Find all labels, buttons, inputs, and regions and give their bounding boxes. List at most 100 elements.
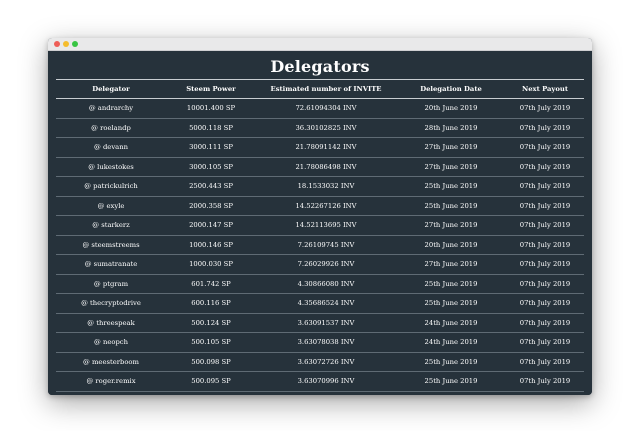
- estimated-invite-cell: 18.1533032 INV: [297, 182, 355, 191]
- delegators-table: Delegator Steem Power Estimated number o…: [56, 79, 584, 392]
- estimated-invite-cell: 21.78091142 INV: [295, 143, 357, 152]
- delegator-cell[interactable]: @ andrarchy: [88, 104, 134, 113]
- delegation-date-cell: 24th June 2019: [424, 338, 478, 347]
- steem-power-cell: 1000.030 SP: [189, 260, 233, 269]
- table-row: @ steemstreems 1000.146 SP 7.26109745 INV 2…: [56, 235, 584, 255]
- delegation-date-cell: 27th June 2019: [424, 260, 478, 269]
- next-payout-cell: 07th July 2019: [519, 182, 571, 191]
- next-payout-cell: 07th July 2019: [519, 162, 571, 171]
- steem-power-cell: 601.742 SP: [191, 279, 231, 288]
- column-header-delegation-date: Delegation Date: [420, 85, 482, 93]
- steem-power-cell: 500.105 SP: [191, 338, 231, 347]
- next-payout-cell: 07th July 2019: [519, 123, 571, 132]
- delegation-date-cell: 27th June 2019: [424, 162, 478, 171]
- delegation-date-cell: 27th June 2019: [424, 143, 478, 152]
- steem-power-cell: 2000.358 SP: [189, 201, 233, 210]
- delegator-cell[interactable]: @ thecryptodrive: [81, 299, 141, 308]
- delegator-cell[interactable]: @ starkerz: [92, 221, 130, 230]
- estimated-invite-cell: 14.52113695 INV: [295, 221, 357, 230]
- delegation-date-cell: 25th June 2019: [424, 299, 478, 308]
- next-payout-cell: 07th July 2019: [519, 104, 571, 113]
- steem-power-cell: 600.116 SP: [191, 299, 231, 308]
- estimated-invite-cell: 3.63072726 INV: [297, 357, 355, 366]
- steem-power-cell: 500.095 SP: [191, 377, 231, 386]
- next-payout-cell: 07th July 2019: [519, 318, 571, 327]
- next-payout-cell: 07th July 2019: [519, 357, 571, 366]
- minimize-window-button[interactable]: [63, 41, 69, 47]
- table-row: @ exyle 2000.358 SP 14.52267126 INV 25th Ju…: [56, 196, 584, 216]
- column-header-next-payout: Next Payout: [522, 85, 568, 93]
- next-payout-cell: 07th July 2019: [519, 338, 571, 347]
- delegator-cell[interactable]: @ lukestokes: [88, 162, 134, 171]
- next-payout-cell: 07th July 2019: [519, 221, 571, 230]
- delegator-cell[interactable]: @ patrickulrich: [84, 182, 138, 191]
- steem-power-cell: 10001.400 SP: [186, 104, 236, 113]
- window-titlebar: [48, 38, 592, 51]
- delegator-cell[interactable]: @ exyle: [97, 201, 125, 210]
- delegation-date-cell: 20th June 2019: [424, 104, 478, 113]
- delegator-cell[interactable]: @ roelandp: [91, 123, 131, 132]
- delegation-date-cell: 20th June 2019: [424, 240, 478, 249]
- table-row: @ patrickulrich 2500.443 SP 18.1533032 INV…: [56, 177, 584, 196]
- delegation-date-cell: 24th June 2019: [424, 318, 478, 327]
- table-row: @ threespeak 500.124 SP 3.63091537 INV 24th…: [56, 313, 584, 333]
- estimated-invite-cell: 7.26029926 INV: [297, 260, 355, 269]
- table-header-row: Delegator Steem Power Estimated number o…: [56, 79, 584, 99]
- page-content: Delegators Delegator Steem Power Estimat…: [48, 51, 592, 395]
- delegator-cell[interactable]: @ roger.remix: [86, 377, 136, 386]
- delegation-date-cell: 25th June 2019: [424, 377, 478, 386]
- delegator-cell[interactable]: @ devann: [94, 143, 128, 152]
- estimated-invite-cell: 36.30102825 INV: [295, 123, 357, 132]
- delegation-date-cell: 28th June 2019: [424, 123, 478, 132]
- table-row: @ roger.remix 500.095 SP 3.63070996 INV 25t…: [56, 372, 584, 391]
- next-payout-cell: 07th July 2019: [519, 143, 571, 152]
- delegation-date-cell: 27th June 2019: [424, 221, 478, 230]
- delegation-date-cell: 25th June 2019: [424, 182, 478, 191]
- steem-power-cell: 2000.147 SP: [189, 221, 233, 230]
- delegator-cell[interactable]: @ steemstreems: [82, 240, 140, 249]
- delegator-cell[interactable]: @ sumatranate: [84, 260, 138, 269]
- delegation-date-cell: 25th June 2019: [424, 279, 478, 288]
- next-payout-cell: 07th July 2019: [519, 240, 571, 249]
- table-row: @ neopch 500.105 SP 3.63078038 INV 24th Jun…: [56, 333, 584, 352]
- table-row: @ meesterboom 500.098 SP 3.63072726 INV 25t…: [56, 352, 584, 372]
- delegator-cell[interactable]: @ ptgram: [93, 279, 129, 288]
- estimated-invite-cell: 3.63070996 INV: [297, 377, 355, 386]
- maximize-window-button[interactable]: [72, 41, 78, 47]
- delegator-cell[interactable]: @ neopch: [94, 338, 128, 347]
- next-payout-cell: 07th July 2019: [519, 377, 571, 386]
- next-payout-cell: 07th July 2019: [519, 260, 571, 269]
- steem-power-cell: 1000.146 SP: [189, 240, 233, 249]
- table-row: @ thecryptodrive 600.116 SP 4.35686524 INV…: [56, 294, 584, 313]
- close-window-button[interactable]: [54, 41, 60, 47]
- column-header-steem-power: Steem Power: [186, 85, 236, 93]
- page-title: Delegators: [270, 57, 370, 76]
- estimated-invite-cell: 4.30866080 INV: [297, 279, 355, 288]
- next-payout-cell: 07th July 2019: [519, 201, 571, 210]
- delegation-date-cell: 25th June 2019: [424, 201, 478, 210]
- estimated-invite-cell: 3.63091537 INV: [297, 318, 355, 327]
- estimated-invite-cell: 72.61094304 INV: [295, 104, 357, 113]
- steem-power-cell: 3000.111 SP: [189, 143, 233, 152]
- table-row: @ devann 3000.111 SP 21.78091142 INV 27th J…: [56, 138, 584, 157]
- estimated-invite-cell: 3.63078038 INV: [297, 338, 355, 347]
- steem-power-cell: 5000.118 SP: [189, 123, 233, 132]
- steem-power-cell: 500.098 SP: [191, 357, 231, 366]
- next-payout-cell: 07th July 2019: [519, 279, 571, 288]
- table-row: @ roelandp 5000.118 SP 36.30102825 INV 28th…: [56, 118, 584, 138]
- delegation-date-cell: 25th June 2019: [424, 357, 478, 366]
- estimated-invite-cell: 21.78086498 INV: [295, 162, 357, 171]
- browser-window: Delegators Delegator Steem Power Estimat…: [48, 38, 592, 395]
- estimated-invite-cell: 4.35686524 INV: [297, 299, 355, 308]
- steem-power-cell: 2500.443 SP: [189, 182, 233, 191]
- steem-power-cell: 3000.105 SP: [189, 162, 233, 171]
- delegator-cell[interactable]: @ threespeak: [87, 318, 135, 327]
- table-row: @ starkerz 2000.147 SP 14.52113695 INV 27th…: [56, 216, 584, 235]
- column-header-delegator: Delegator: [92, 85, 130, 93]
- table-row: @ andrarchy 10001.400 SP 72.61094304 INV 20…: [56, 99, 584, 118]
- table-row: @ lukestokes 3000.105 SP 21.78086498 INV 27…: [56, 157, 584, 177]
- estimated-invite-cell: 14.52267126 INV: [295, 201, 357, 210]
- next-payout-cell: 07th July 2019: [519, 299, 571, 308]
- delegator-cell[interactable]: @ meesterboom: [83, 357, 139, 366]
- steem-power-cell: 500.124 SP: [191, 318, 231, 327]
